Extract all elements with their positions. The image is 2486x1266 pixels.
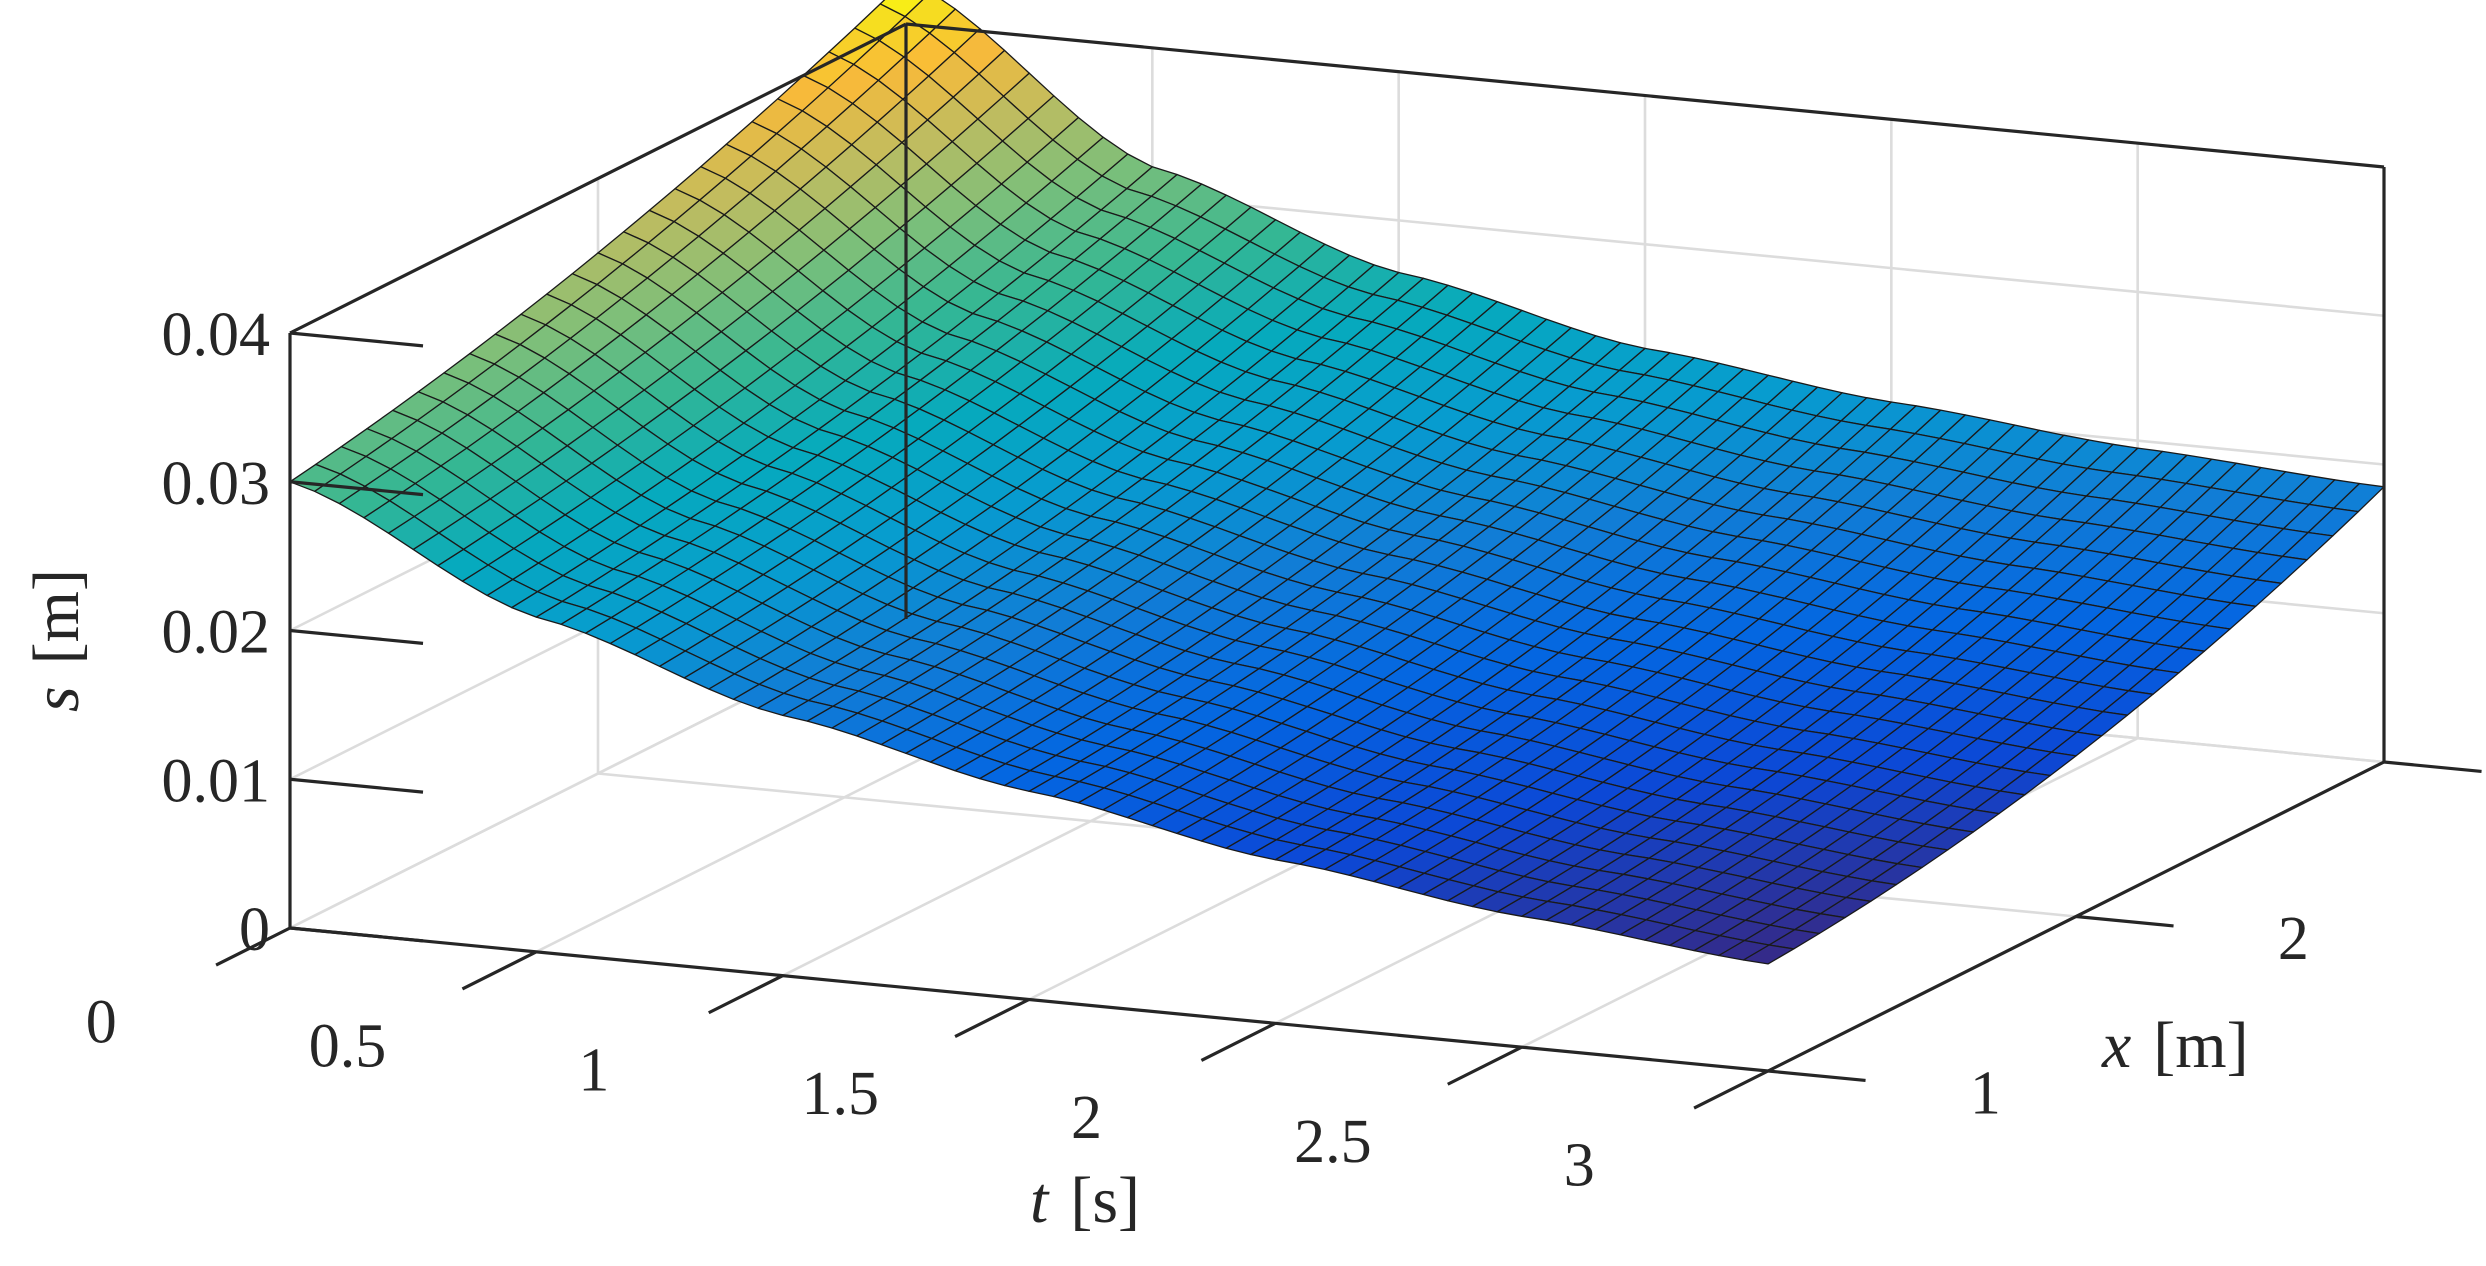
tick-label-t: 1	[578, 1036, 609, 1104]
tick-s	[289, 926, 424, 943]
tick-label-s: 0.01	[162, 747, 271, 815]
tick-t	[1200, 1021, 1277, 1062]
axis-box-top-back	[905, 22, 2385, 169]
x-axis-label-var: t	[1030, 1164, 1050, 1237]
tick-x	[2075, 914, 2174, 928]
tick-t	[1693, 1069, 1769, 1110]
surface-mesh	[289, 0, 2385, 965]
tick-t	[708, 974, 784, 1015]
tick-label-t: 3	[1564, 1132, 1595, 1200]
y-axis-label: x [m]	[2101, 1009, 2249, 1082]
tick-label-t: 2.5	[1294, 1108, 1372, 1176]
tick-labels: 00.511.522.5312300.010.020.030.04	[86, 301, 2309, 1200]
tick-label-s: 0.04	[162, 301, 271, 369]
tick-label-x: 1	[1970, 1059, 2001, 1127]
z-axis-label-var: s	[20, 686, 93, 712]
tick-label-s: 0.02	[162, 599, 271, 667]
tick-x	[2383, 760, 2482, 774]
tick-t	[954, 998, 1030, 1039]
tick-t	[215, 926, 291, 967]
tick-s	[289, 331, 424, 348]
tick-label-s: 0.03	[162, 450, 271, 518]
surface-cell	[289, 463, 341, 492]
tick-label-t: 0	[86, 989, 117, 1057]
tick-label-t: 2	[1071, 1084, 1102, 1152]
tick-label-t: 0.5	[309, 1013, 387, 1081]
tick-t	[461, 950, 538, 991]
tick-x	[1767, 1069, 1866, 1083]
tick-label-s: 0	[239, 896, 270, 964]
tick-label-x: 2	[2278, 905, 2309, 973]
x-axis-label-unit: [s]	[1070, 1164, 1140, 1237]
tick-label-t: 1.5	[801, 1060, 879, 1128]
tick-s	[289, 628, 424, 645]
tick-t	[1447, 1045, 1523, 1086]
tick-s	[289, 480, 424, 497]
tick-marks	[215, 331, 2482, 1110]
z-axis-label-unit: [m]	[20, 569, 93, 664]
axis-box-top-left	[289, 22, 907, 335]
x-axis-label: t [s]	[1030, 1164, 1140, 1237]
y-axis-label-unit: [m]	[2153, 1009, 2248, 1082]
y-axis-label-var: x	[2101, 1009, 2131, 1082]
z-axis-label: s [m]	[20, 569, 93, 712]
tick-s	[289, 777, 424, 794]
